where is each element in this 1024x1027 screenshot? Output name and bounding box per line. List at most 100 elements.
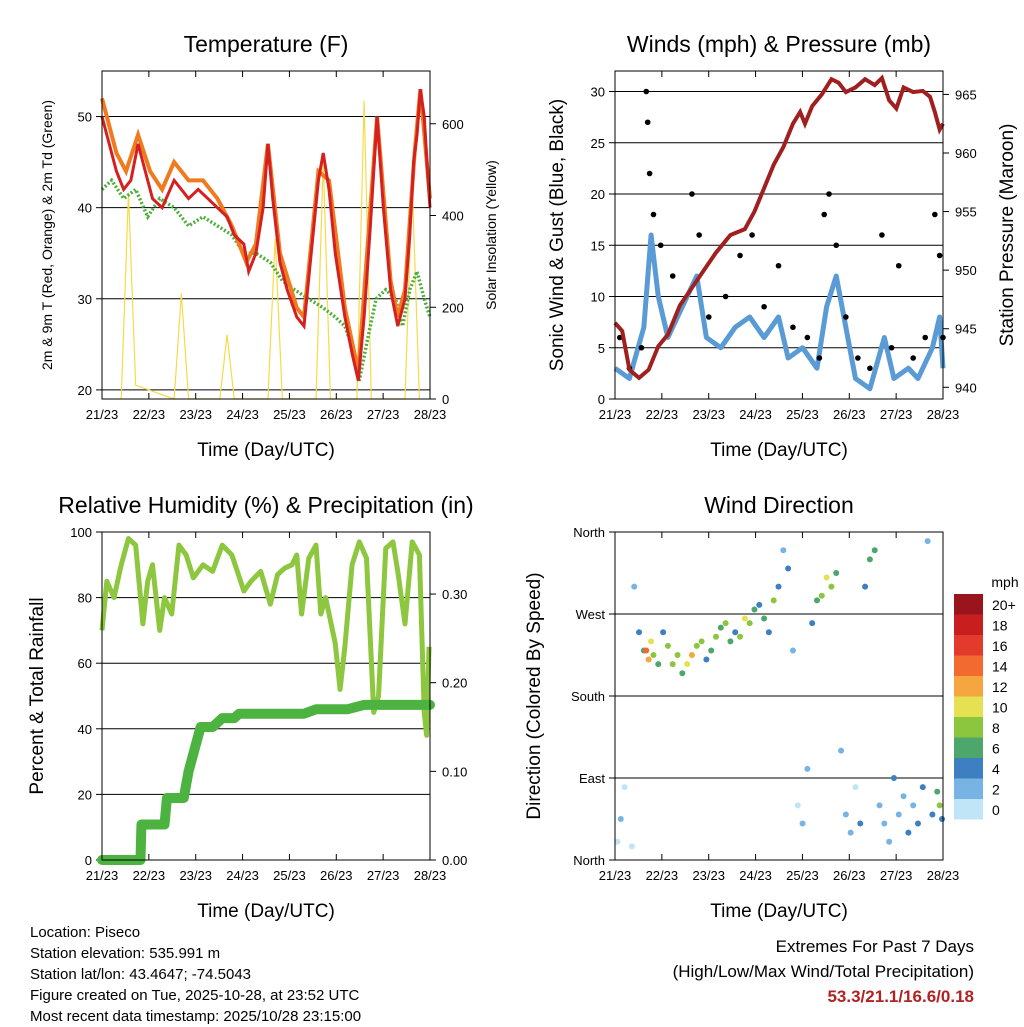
gust-point	[650, 211, 657, 218]
x-tick-label: 25/23	[273, 868, 306, 883]
direction-point	[741, 615, 748, 622]
y-tick-label: East	[579, 771, 605, 786]
x-tick-label: 22/23	[133, 407, 166, 422]
direction-point	[828, 583, 835, 590]
direction-point	[643, 647, 650, 654]
station-info: Location: Piseco Station elevation: 535.…	[30, 922, 361, 1027]
x-tick-label: 21/23	[599, 407, 632, 422]
direction-point	[737, 633, 744, 640]
direction-point	[838, 747, 845, 754]
direction-point	[818, 592, 825, 599]
direction-point	[823, 574, 830, 581]
colorbar-label: 10	[992, 700, 1008, 716]
chart-title: Relative Humidity (%) & Precipitation (i…	[58, 492, 473, 518]
y-axis-label: Direction (Colored By Speed)	[524, 572, 545, 819]
y-tick-label: 40	[78, 722, 92, 737]
gust-point	[790, 324, 796, 331]
x-tick-label: 23/23	[179, 868, 212, 883]
gust-point	[696, 232, 702, 238]
x-tick-label: 27/23	[367, 868, 400, 883]
gust-point	[932, 211, 938, 218]
y-tick-label: 5	[598, 341, 605, 356]
colorbar-swatch	[954, 594, 983, 615]
x-tick-label: 28/23	[927, 868, 960, 883]
gust-point	[749, 232, 755, 238]
direction-point	[936, 802, 943, 809]
panel-2: 0 5 10 15 20 25 30 940 945 950 955 960 965 21/23 22/23…	[547, 31, 1018, 461]
y2-tick-label: 0.00	[442, 853, 467, 868]
x-tick-label: 22/23	[133, 868, 166, 883]
direction-point	[775, 583, 782, 590]
series-2m-dewpoint	[100, 177, 432, 382]
y-tick-label: 25	[591, 136, 605, 151]
gust-point	[895, 262, 902, 269]
extremes-box: Extremes For Past 7 Days (High/Low/Max W…	[673, 934, 974, 1009]
x-axis-label: Time (Day/UTC)	[197, 440, 335, 461]
plot-frame	[101, 531, 431, 861]
x-tick-label: 21/23	[86, 868, 119, 883]
direction-point	[842, 811, 849, 818]
direction-point	[722, 620, 729, 627]
direction-point	[648, 638, 655, 645]
direction-point	[833, 570, 840, 576]
gust-point	[855, 355, 861, 361]
panel-1: 20 30 40 50 0 200 400 600 21/23 22/23 23/23 24/23 25…	[39, 31, 499, 461]
gust-point	[644, 119, 651, 126]
direction-point	[617, 816, 624, 822]
y2-tick-label: 950	[955, 263, 977, 278]
direction-point	[785, 565, 792, 572]
colorbar-label: 16	[992, 638, 1008, 654]
direction-point	[857, 820, 864, 827]
y2-tick-label: 600	[442, 117, 464, 132]
colorbar-swatch	[954, 676, 983, 697]
extremes-values: 53.3/21.1/16.6/0.18	[827, 987, 974, 1006]
colorbar-swatch	[954, 635, 983, 656]
gust-point	[775, 262, 782, 269]
y2-tick-label: 945	[955, 322, 977, 337]
x-tick-label: 27/23	[880, 407, 913, 422]
colorbar-label: 12	[992, 679, 1008, 695]
y2-tick-label: 0.30	[442, 587, 467, 602]
gust-point	[689, 191, 695, 197]
x-tick-label: 21/23	[86, 407, 119, 422]
y-tick-label: 40	[78, 201, 92, 216]
direction-point	[751, 606, 758, 613]
direction-point	[924, 538, 931, 545]
location-text: Location: Piseco	[30, 924, 141, 941]
series-station-pressure	[613, 74, 945, 381]
colorbar-swatch	[954, 696, 983, 717]
x-tick-label: 24/23	[739, 407, 772, 422]
direction-point	[660, 629, 667, 636]
x-tick-label: 25/23	[786, 407, 819, 422]
y-tick-label: 20	[591, 187, 605, 202]
y-tick-label: 20	[78, 787, 92, 802]
direction-point	[669, 661, 676, 668]
chart-title: Wind Direction	[704, 492, 854, 518]
series-total-precipitation	[97, 699, 435, 865]
colorbar-label: 18	[992, 618, 1008, 634]
y-tick-label: 100	[70, 525, 92, 540]
x-tick-label: 27/23	[880, 868, 913, 883]
x-tick-label: 24/23	[226, 407, 259, 422]
chart-title: Winds (mph) & Pressure (mb)	[627, 31, 931, 57]
direction-point	[866, 556, 873, 563]
y2-tick-label: 960	[955, 146, 977, 161]
plot-frame	[614, 531, 944, 861]
direction-point	[876, 802, 883, 809]
direction-point	[693, 642, 700, 649]
y-tick-label: 60	[78, 656, 92, 671]
chart-title: Temperature (F)	[184, 31, 349, 57]
x-tick-label: 23/23	[692, 407, 725, 422]
y-axis-label: Percent & Total Rainfall	[27, 597, 48, 794]
y-tick-label: South	[571, 689, 605, 704]
direction-point	[765, 629, 772, 636]
gust-point	[833, 242, 840, 249]
direction-point	[910, 802, 917, 809]
direction-point	[881, 820, 888, 827]
y-tick-label: North	[573, 525, 605, 540]
direction-point	[895, 811, 902, 818]
direction-point	[621, 784, 628, 791]
direction-point	[770, 597, 777, 604]
direction-point	[756, 601, 763, 608]
